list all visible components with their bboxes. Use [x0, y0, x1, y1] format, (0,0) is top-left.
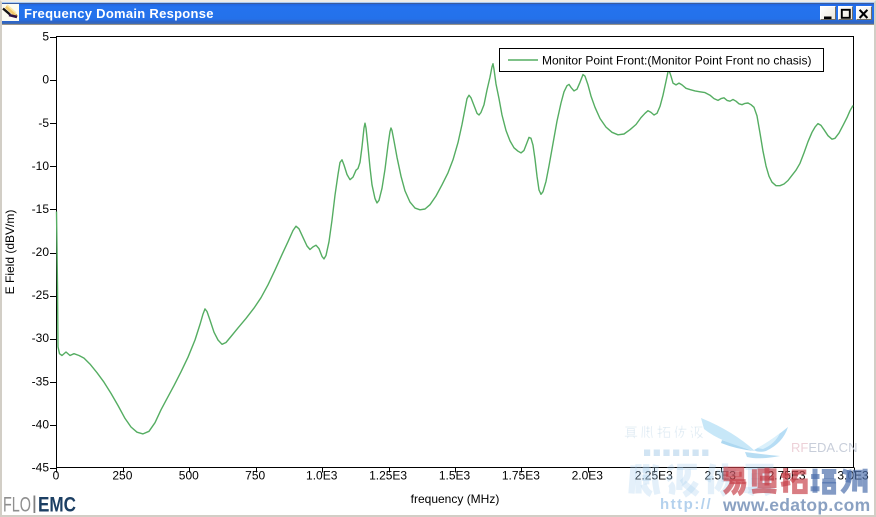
- svg-text:-5: -5: [38, 116, 49, 130]
- svg-text:250: 250: [112, 469, 132, 483]
- svg-text:1.5E3: 1.5E3: [439, 469, 471, 483]
- svg-text:frequency (MHz): frequency (MHz): [411, 492, 500, 506]
- svg-text:http://: http://: [660, 496, 712, 513]
- svg-text:Monitor Point Front:(Monitor P: Monitor Point Front:(Monitor Point Front…: [542, 54, 811, 68]
- svg-text:2.0E3: 2.0E3: [572, 469, 604, 483]
- svg-text:www.edatop.com: www.edatop.com: [722, 495, 870, 515]
- svg-text:FLO: FLO: [3, 494, 31, 517]
- svg-text:-25: -25: [32, 288, 50, 302]
- svg-text:0: 0: [42, 73, 49, 87]
- svg-text:1.0E3: 1.0E3: [306, 469, 338, 483]
- svg-text:1.25E3: 1.25E3: [369, 469, 407, 483]
- svg-text:0: 0: [53, 469, 60, 483]
- svg-text:-40: -40: [32, 417, 50, 431]
- svg-text:-45: -45: [32, 461, 50, 475]
- svg-text:5: 5: [42, 30, 49, 44]
- svg-text:EMC: EMC: [38, 494, 76, 517]
- svg-text:-10: -10: [32, 159, 50, 173]
- svg-text:E Field (dBV/m): E Field (dBV/m): [3, 210, 17, 295]
- svg-text:-15: -15: [32, 202, 50, 216]
- svg-text:2.25E3: 2.25E3: [635, 469, 673, 483]
- svg-text:1.75E3: 1.75E3: [502, 469, 540, 483]
- svg-text:-30: -30: [32, 331, 50, 345]
- svg-text:RFEDA.CN: RFEDA.CN: [791, 440, 857, 455]
- svg-text:750: 750: [245, 469, 265, 483]
- svg-text:-35: -35: [32, 374, 50, 388]
- svg-text:-20: -20: [32, 245, 50, 259]
- svg-text:500: 500: [179, 469, 199, 483]
